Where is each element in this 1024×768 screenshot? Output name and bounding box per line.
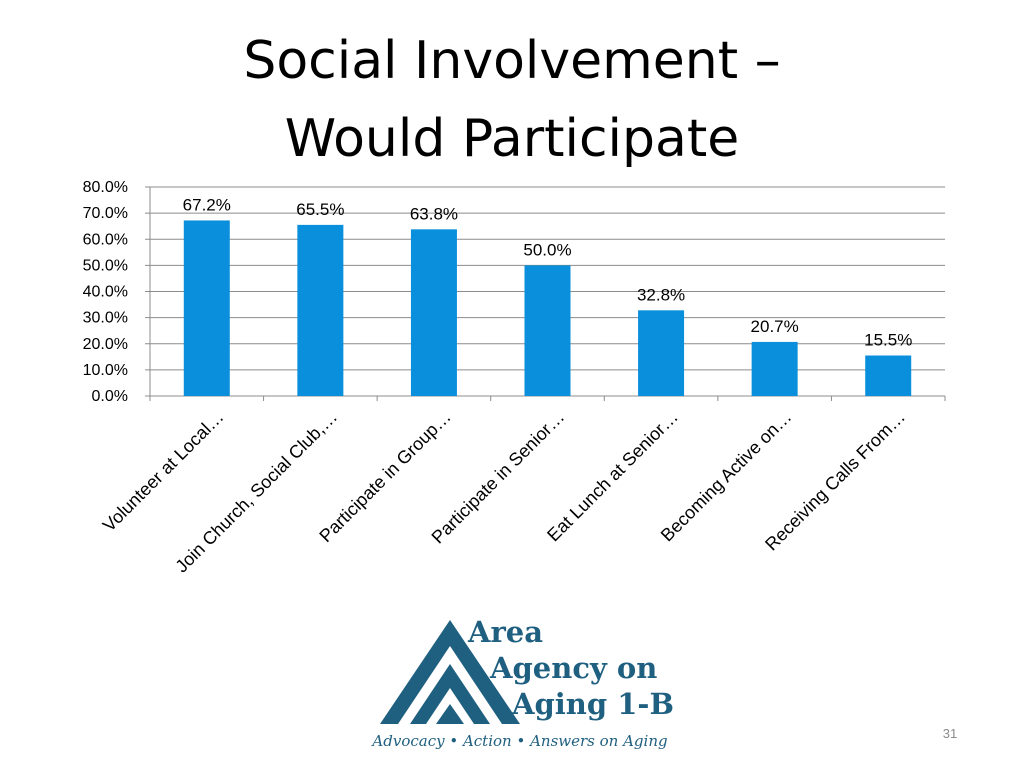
x-category-label: Eat Lunch at Senior… xyxy=(543,407,682,546)
data-label: 20.7% xyxy=(751,317,799,336)
y-tick-label: 50.0% xyxy=(83,257,128,274)
agency-logo: Area Agency on Aging 1-B Advocacy • Acti… xyxy=(370,612,674,762)
logo-mountain-icon xyxy=(380,620,520,724)
logo-text-line-2: Agency on xyxy=(490,651,658,685)
page-number: 31 xyxy=(942,726,958,741)
y-tick-label: 80.0% xyxy=(83,179,128,196)
data-label: 67.2% xyxy=(183,195,231,214)
data-label: 65.5% xyxy=(296,200,344,219)
slide-title: Social Involvement – Would Participate xyxy=(0,22,1024,178)
data-label: 32.8% xyxy=(637,285,685,304)
bar xyxy=(638,310,685,396)
logo-text-line-3: Aging 1-B xyxy=(512,687,674,721)
x-category-label: Becoming Active on… xyxy=(657,407,796,546)
bar xyxy=(410,229,457,396)
x-category-label: Participate in Group… xyxy=(315,407,454,546)
y-tick-label: 60.0% xyxy=(83,231,128,248)
bar xyxy=(297,224,344,396)
y-tick-label: 0.0% xyxy=(92,388,128,405)
x-category-label: Volunteer at Local… xyxy=(99,407,228,536)
y-tick-label: 30.0% xyxy=(83,310,128,327)
y-tick-label: 10.0% xyxy=(83,362,128,379)
bar xyxy=(865,355,912,396)
data-label: 50.0% xyxy=(523,240,571,259)
logo-tagline: Advocacy • Action • Answers on Aging xyxy=(372,732,668,750)
bar xyxy=(183,220,230,396)
slide-title-line-1: Social Involvement – xyxy=(243,31,781,91)
logo-text-line-1: Area xyxy=(468,615,544,649)
bar xyxy=(524,265,571,396)
data-label: 15.5% xyxy=(864,331,912,350)
y-tick-label: 20.0% xyxy=(83,336,128,353)
y-tick-label: 40.0% xyxy=(83,284,128,301)
bar-chart: 0.0% 10.0% 20.0% 30.0% 40.0% 50.0% 60.0% 70.0% 8… xyxy=(83,179,946,576)
slide-title-line-2: Would Participate xyxy=(284,109,740,169)
bar xyxy=(751,341,798,396)
y-tick-label: 70.0% xyxy=(83,205,128,222)
data-label: 63.8% xyxy=(410,204,458,223)
